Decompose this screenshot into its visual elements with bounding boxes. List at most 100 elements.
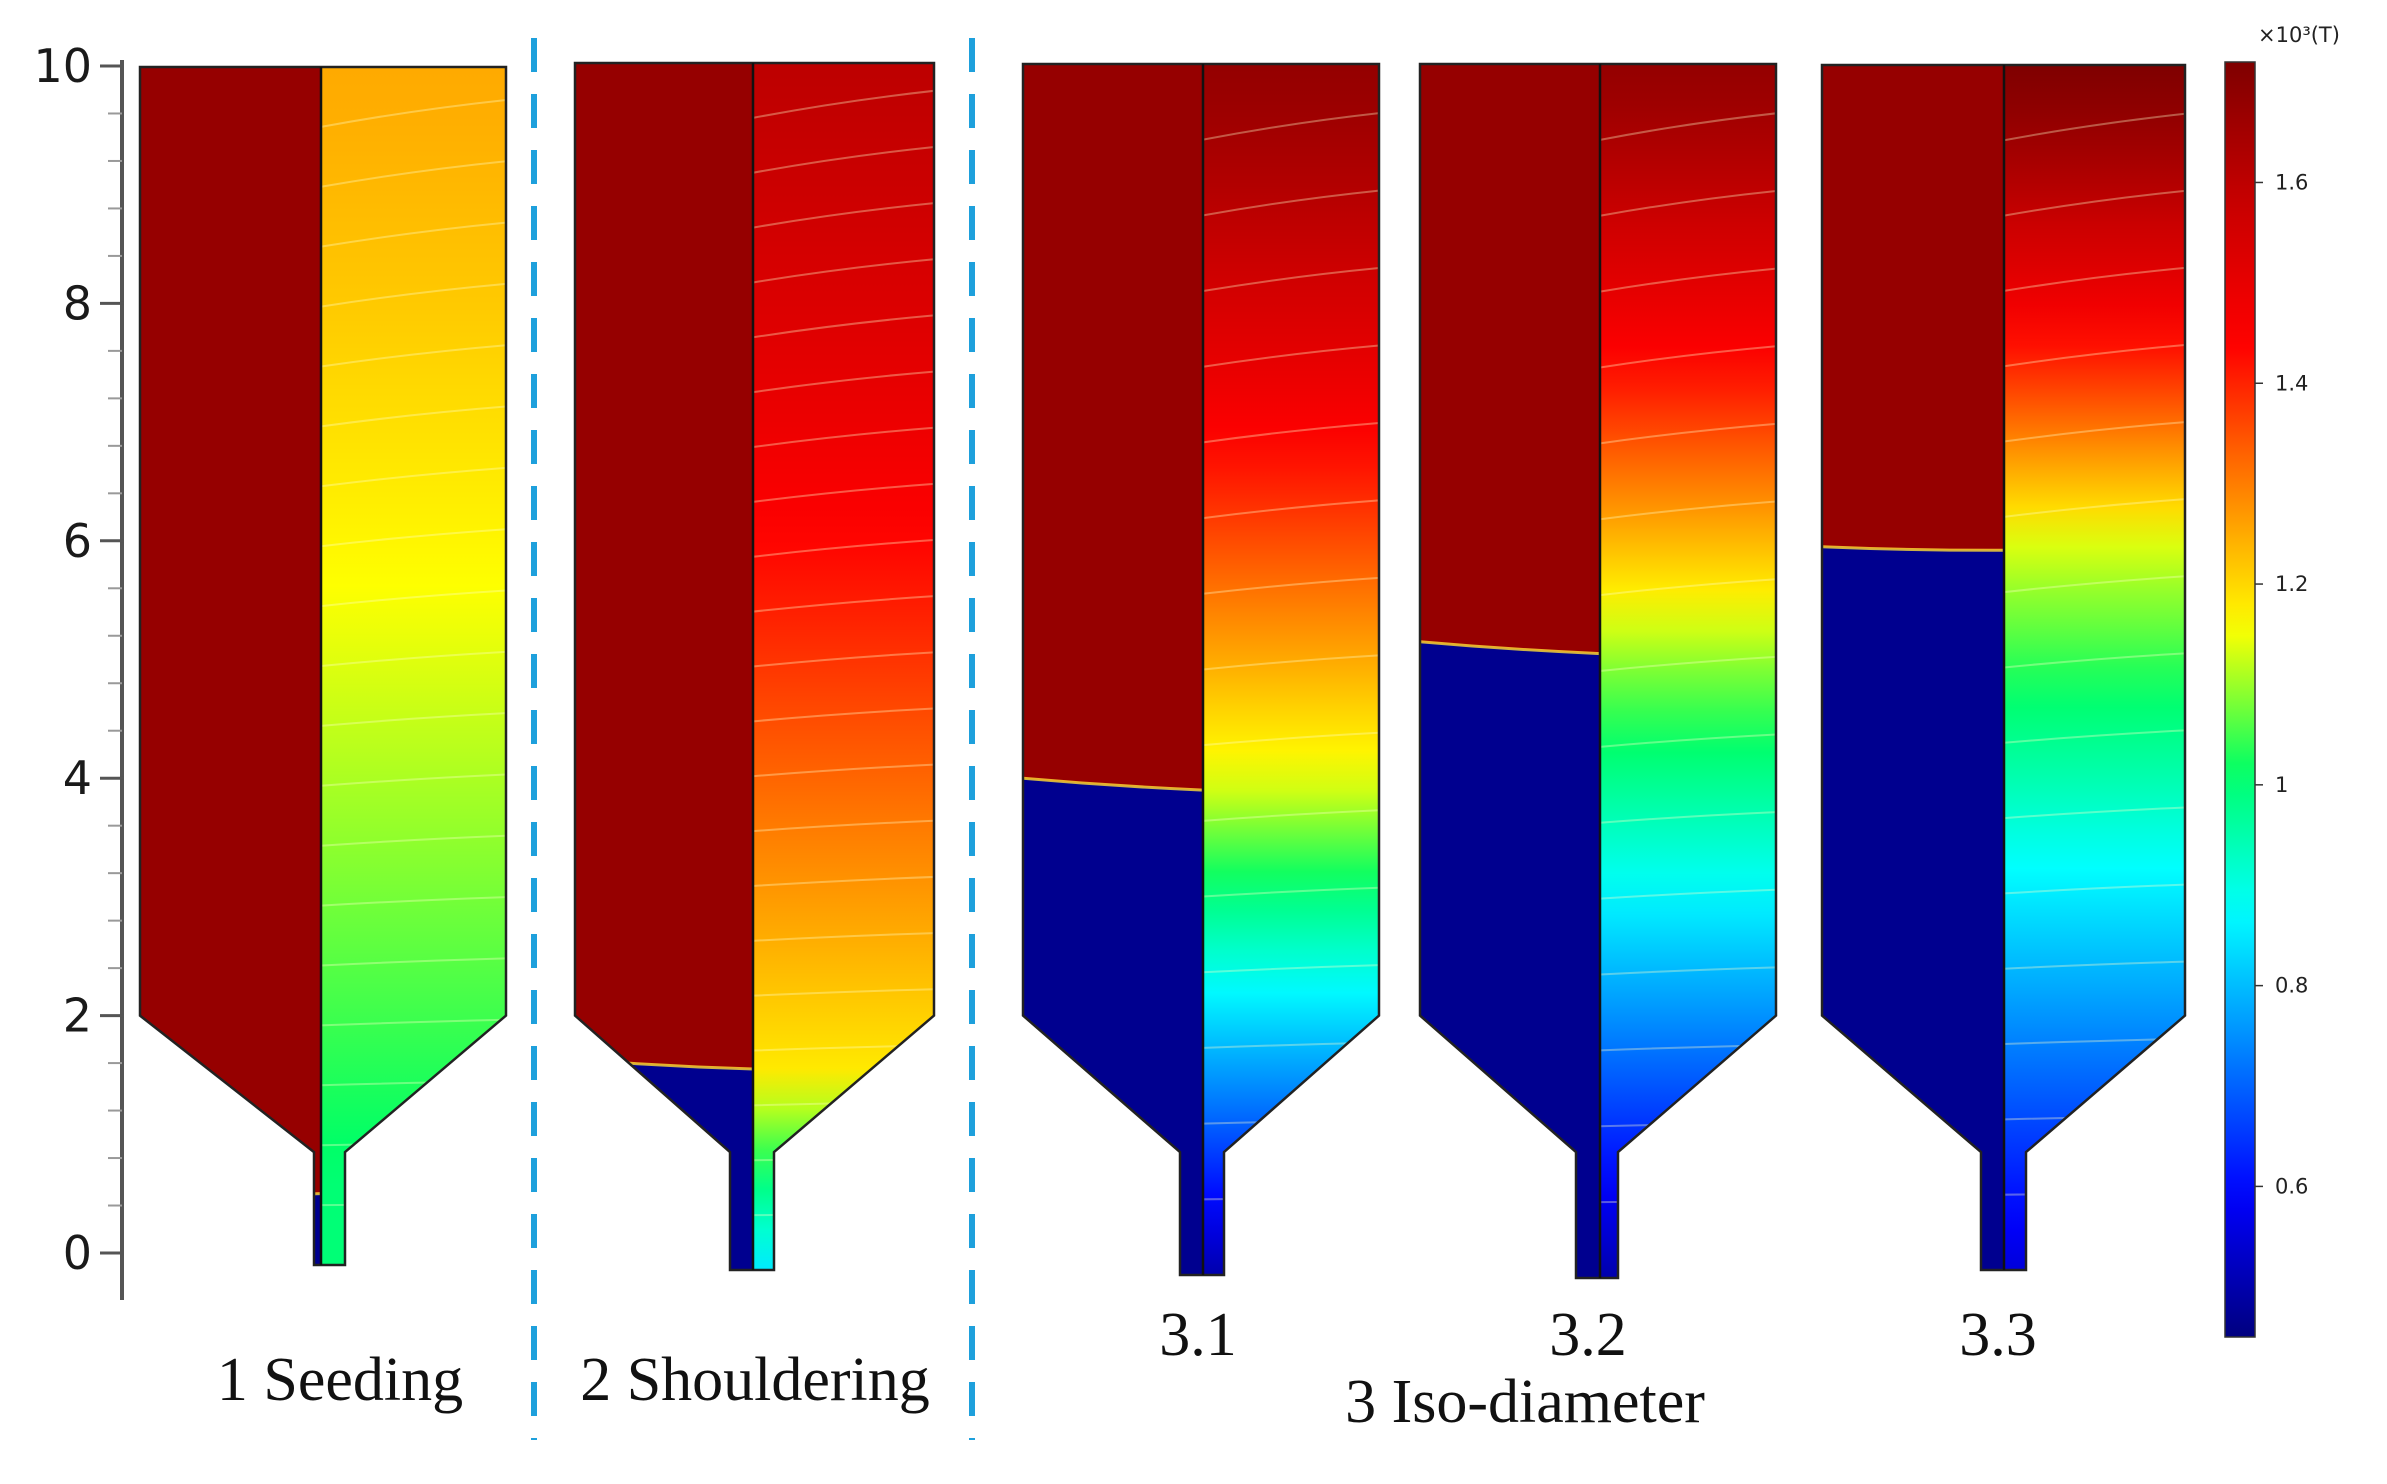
stage-label-3-3: 3.3 bbox=[1959, 1301, 2037, 1369]
isotherm-line bbox=[1600, 422, 1776, 445]
isotherm-line bbox=[753, 257, 934, 284]
furnace-panel-1 bbox=[138, 65, 508, 1267]
isotherm-line bbox=[2004, 960, 2185, 970]
isotherm-line bbox=[1203, 731, 1379, 747]
isotherm-line bbox=[321, 834, 506, 847]
height-axis-tick-label: 10 bbox=[33, 39, 92, 93]
isotherm-line bbox=[2004, 1191, 2185, 1196]
isotherm-line bbox=[753, 988, 934, 997]
furnace-panel-3-3 bbox=[1820, 63, 2187, 1272]
isotherm-line bbox=[321, 589, 506, 608]
furnace-panels bbox=[138, 61, 2187, 1280]
isotherm-line bbox=[1600, 577, 1776, 597]
colorbar-title: ×10³(T) bbox=[2258, 23, 2340, 47]
colorbar-ticks: 0.6 0.8 1 1.2 1.4 1.6 bbox=[2255, 170, 2308, 1198]
isotherm-line bbox=[321, 1018, 506, 1027]
isotherm-line bbox=[1600, 344, 1776, 369]
height-axis-minor-ticks bbox=[108, 112, 122, 1207]
crystal-region-left bbox=[1822, 546, 2004, 1270]
isotherm-line bbox=[1203, 189, 1379, 217]
isotherm-line bbox=[1600, 1199, 1776, 1204]
isotherm-line bbox=[1203, 886, 1379, 898]
isotherm-line bbox=[1600, 111, 1776, 141]
isotherm-line bbox=[753, 1212, 934, 1217]
isotherm-line bbox=[2004, 420, 2185, 443]
crystal-region-left bbox=[140, 1193, 321, 1265]
isotherm-line bbox=[321, 711, 506, 727]
isotherm-line bbox=[321, 957, 506, 967]
isotherm-line bbox=[1600, 267, 1776, 293]
colorbar-tick-label: 1.4 bbox=[2275, 371, 2308, 395]
panel-outline bbox=[1021, 62, 1381, 1277]
isotherm-line bbox=[753, 763, 934, 778]
isotherm-line bbox=[1600, 500, 1776, 521]
isotherm-line bbox=[321, 221, 506, 248]
height-axis: 0 2 4 6 8 10 bbox=[33, 39, 124, 1300]
isotherm-line bbox=[2004, 652, 2185, 669]
stage-label-3-2: 3.2 bbox=[1549, 1301, 1627, 1369]
isotherm-line bbox=[753, 426, 934, 449]
isotherm-line bbox=[321, 98, 506, 128]
isotherm-line bbox=[753, 819, 934, 833]
colorbar-tick-label: 0.8 bbox=[2275, 974, 2308, 998]
isotherm-line bbox=[753, 145, 934, 174]
isotherm-line bbox=[1203, 1196, 1379, 1201]
colorbar-tick-label: 1.2 bbox=[2275, 572, 2308, 596]
isotherm-line bbox=[2004, 112, 2185, 142]
isotherm-line bbox=[753, 651, 934, 668]
isotherm-line bbox=[1203, 964, 1379, 974]
stage-labels: 1 Seeding 2 Shouldering 3.1 3.2 3.3 3 Is… bbox=[217, 1301, 2037, 1436]
isotherm-line bbox=[753, 594, 934, 613]
isotherm-line bbox=[753, 370, 934, 394]
temperature-field-right bbox=[321, 67, 506, 1265]
panel-outline bbox=[573, 61, 936, 1272]
colorbar-tick-label: 1.6 bbox=[2275, 170, 2308, 194]
stage-label-3-1: 3.1 bbox=[1159, 1301, 1237, 1369]
temperature-field-right bbox=[1600, 64, 1776, 1278]
colorbar-gradient bbox=[2224, 61, 2256, 1338]
furnace-panel-3-1 bbox=[1021, 62, 1381, 1277]
crystal-region-left bbox=[1420, 641, 1600, 1278]
temperature-colorbar: ×10³(T) 0.6 0.8 1 1.2 1.4 1.6 bbox=[2224, 23, 2340, 1338]
colorbar-tick-label: 1 bbox=[2275, 773, 2288, 797]
stage-label-1: 1 Seeding bbox=[217, 1346, 463, 1414]
isotherm-line bbox=[321, 282, 506, 308]
isotherm-line bbox=[321, 895, 506, 907]
isotherm-line bbox=[1203, 654, 1379, 671]
panel-outline bbox=[1820, 63, 2187, 1272]
isotherm-line bbox=[2004, 806, 2185, 820]
height-axis-tick-label: 8 bbox=[63, 276, 92, 330]
panel-outline bbox=[1418, 62, 1778, 1280]
height-axis-tick-label: 6 bbox=[63, 514, 92, 568]
isotherm-line bbox=[2004, 497, 2185, 518]
isotherm-line bbox=[753, 1156, 934, 1162]
isotherm-line bbox=[1203, 266, 1379, 293]
interface-line bbox=[1023, 776, 1203, 792]
isotherm-line bbox=[2004, 189, 2185, 217]
isotherm-line bbox=[1203, 809, 1379, 822]
isotherm-line bbox=[2004, 343, 2185, 368]
furnace-panel-3-2 bbox=[1418, 62, 1778, 1280]
isotherm-line bbox=[2004, 883, 2185, 895]
isotherm-line bbox=[321, 343, 506, 368]
interface-line bbox=[1822, 545, 2004, 552]
height-axis-tick-label: 4 bbox=[63, 751, 92, 805]
isotherm-line bbox=[1203, 421, 1379, 444]
isotherm-line bbox=[321, 159, 506, 188]
isotherm-line bbox=[753, 89, 934, 119]
isotherm-line bbox=[2004, 729, 2185, 744]
isotherm-line bbox=[753, 314, 934, 339]
height-axis-major-ticks: 0 2 4 6 8 10 bbox=[33, 39, 124, 1280]
isotherm-line bbox=[321, 405, 506, 428]
isotherm-line bbox=[1600, 733, 1776, 748]
isotherm-line bbox=[753, 875, 934, 887]
crystal-region-left bbox=[1023, 778, 1203, 1275]
isotherm-line bbox=[1600, 189, 1776, 217]
isotherm-line bbox=[1600, 966, 1776, 976]
isotherm-line bbox=[1203, 111, 1379, 141]
isotherm-line bbox=[1203, 576, 1379, 595]
isotherm-line bbox=[753, 201, 934, 229]
isotherm-line bbox=[321, 773, 506, 787]
isotherm-line bbox=[2004, 266, 2185, 292]
